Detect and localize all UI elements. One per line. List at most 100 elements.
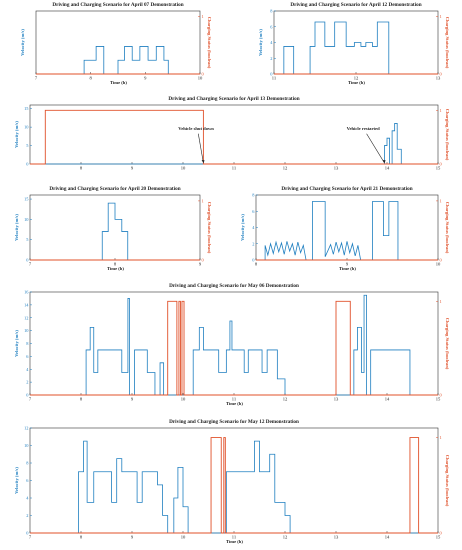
x-tick-label: 13: [436, 76, 441, 81]
x-axis-label: Time (h): [226, 401, 243, 406]
x-tick-label: 12: [283, 166, 288, 171]
y-tick-label: 0: [26, 531, 29, 536]
chart-title: Driving and Charging Scenario for May 06…: [169, 283, 299, 289]
y-tick-label: 2: [270, 56, 272, 61]
y-axis-label-velocity: Velocity (m/s): [13, 329, 19, 357]
y2-tick-label: 0: [440, 162, 443, 167]
x-tick-label: 9: [131, 535, 134, 540]
y-tick-label: 6: [270, 24, 273, 29]
y2-tick-label: 1: [202, 198, 204, 203]
y2-tick-label: 1: [440, 198, 442, 203]
x-tick-label: 10: [181, 397, 186, 402]
y-axis-label-charging: Charging Status (boolean): [444, 454, 450, 506]
annotation-label: Vehicle shut down: [178, 125, 214, 131]
x-tick-label: 8: [90, 76, 93, 81]
x-tick-label: 11: [232, 535, 237, 540]
chart-panel-apr07: Driving and Charging Scenario for April …: [10, 2, 220, 88]
x-tick-label: 7: [29, 262, 32, 267]
charging-series-line: [30, 300, 438, 396]
charging-series-line: [30, 109, 438, 165]
y-tick-label: 15: [24, 106, 29, 111]
y2-tick-label: 0: [440, 258, 443, 263]
y2-tick-label: 1: [202, 14, 204, 19]
y-axis-label-velocity: Velocity (m/s): [13, 466, 19, 494]
annotation-arrowhead: [201, 160, 205, 163]
chart-panel-apr13: Driving and Charging Scenario for April …: [4, 96, 458, 178]
y-tick-label: 5: [26, 237, 29, 242]
x-tick-label: 14: [385, 397, 390, 402]
y-tick-label: 16: [24, 290, 29, 295]
y2-tick-label: 0: [202, 258, 205, 263]
y-tick-label: 4: [252, 225, 255, 230]
y-tick-label: 12: [24, 315, 28, 320]
x-tick-label: 9: [346, 262, 349, 267]
y-axis-label-velocity: Velocity (m/s): [239, 213, 245, 241]
y-axis-label-velocity: Velocity (m/s): [19, 28, 25, 56]
plot-frame: [29, 104, 439, 165]
y-tick-label: 0: [26, 258, 29, 263]
y-axis-label-charging: Charging Status (boolean): [444, 108, 450, 160]
y2-tick-label: 1: [440, 14, 442, 19]
x-tick-label: 10: [181, 166, 186, 171]
y-tick-label: 0: [26, 162, 29, 167]
x-tick-label: 7: [29, 397, 32, 402]
x-tick-label: 12: [283, 397, 288, 402]
chart-panel-apr21: Driving and Charging Scenario for April …: [230, 186, 458, 274]
y-tick-label: 8: [26, 341, 29, 346]
y-axis-label-velocity: Velocity (m/s): [13, 213, 19, 241]
chart-title: Driving and Charging Scenario for April …: [168, 96, 300, 102]
y-axis-label-charging: Charging Status (boolean): [444, 317, 450, 369]
y-axis-label-charging: Charging Status (boolean): [206, 201, 212, 253]
y2-tick-label: 0: [440, 393, 443, 398]
chart-panel-may06: Driving and Charging Scenario for May 06…: [4, 283, 458, 409]
x-axis-label: Time (h): [107, 266, 124, 271]
y-tick-label: 6: [252, 209, 255, 214]
x-tick-label: 11: [272, 76, 277, 81]
velocity-series-line: [36, 46, 200, 75]
x-tick-label: 11: [232, 166, 237, 171]
velocity-series-line: [30, 440, 438, 534]
chart-panel-apr12: Driving and Charging Scenario for April …: [248, 2, 458, 88]
y-axis-label-charging: Charging Status (boolean): [444, 201, 450, 253]
y-axis-label-charging: Charging Status (boolean): [206, 16, 212, 68]
x-tick-label: 15: [436, 397, 441, 402]
y-tick-label: 4: [270, 40, 273, 45]
plot-frame: [29, 427, 439, 534]
y-tick-label: 2: [26, 513, 28, 518]
x-tick-label: 15: [436, 166, 441, 171]
x-tick-label: 15: [436, 535, 441, 540]
x-tick-label: 13: [334, 397, 339, 402]
y-tick-label: 14: [24, 302, 29, 307]
x-axis-label: Time (h): [110, 80, 127, 85]
y-tick-label: 10: [24, 125, 29, 130]
x-tick-label: 8: [114, 262, 117, 267]
x-tick-label: 8: [255, 262, 258, 267]
velocity-series-line: [30, 294, 438, 396]
x-axis-label: Time (h): [226, 539, 243, 544]
x-axis-label: Time (h): [339, 266, 356, 271]
x-tick-label: 12: [283, 535, 288, 540]
annotation-label: Vehicle restarted: [346, 125, 380, 131]
y2-tick-label: 0: [440, 531, 443, 536]
y2-tick-label: 0: [202, 72, 205, 77]
y-tick-label: 10: [24, 217, 29, 222]
y-axis-label-charging: Charging Status (boolean): [444, 16, 450, 68]
chart-title: Driving and Charging Scenario for April …: [52, 2, 184, 8]
y-tick-label: 6: [26, 478, 29, 483]
y-tick-label: 4: [26, 367, 29, 372]
y-tick-label: 10: [24, 328, 29, 333]
y-tick-label: 0: [252, 258, 255, 263]
y-tick-label: 6: [26, 354, 29, 359]
x-tick-label: 14: [385, 535, 390, 540]
chart-svg: 7 8 9 100 1: [35, 10, 205, 81]
y-tick-label: 5: [26, 143, 29, 148]
y-tick-label: 0: [26, 393, 29, 398]
x-tick-label: 8: [80, 535, 83, 540]
x-tick-label: 7: [29, 535, 32, 540]
velocity-series-line: [30, 202, 200, 261]
annotation-arrow: [198, 133, 204, 164]
